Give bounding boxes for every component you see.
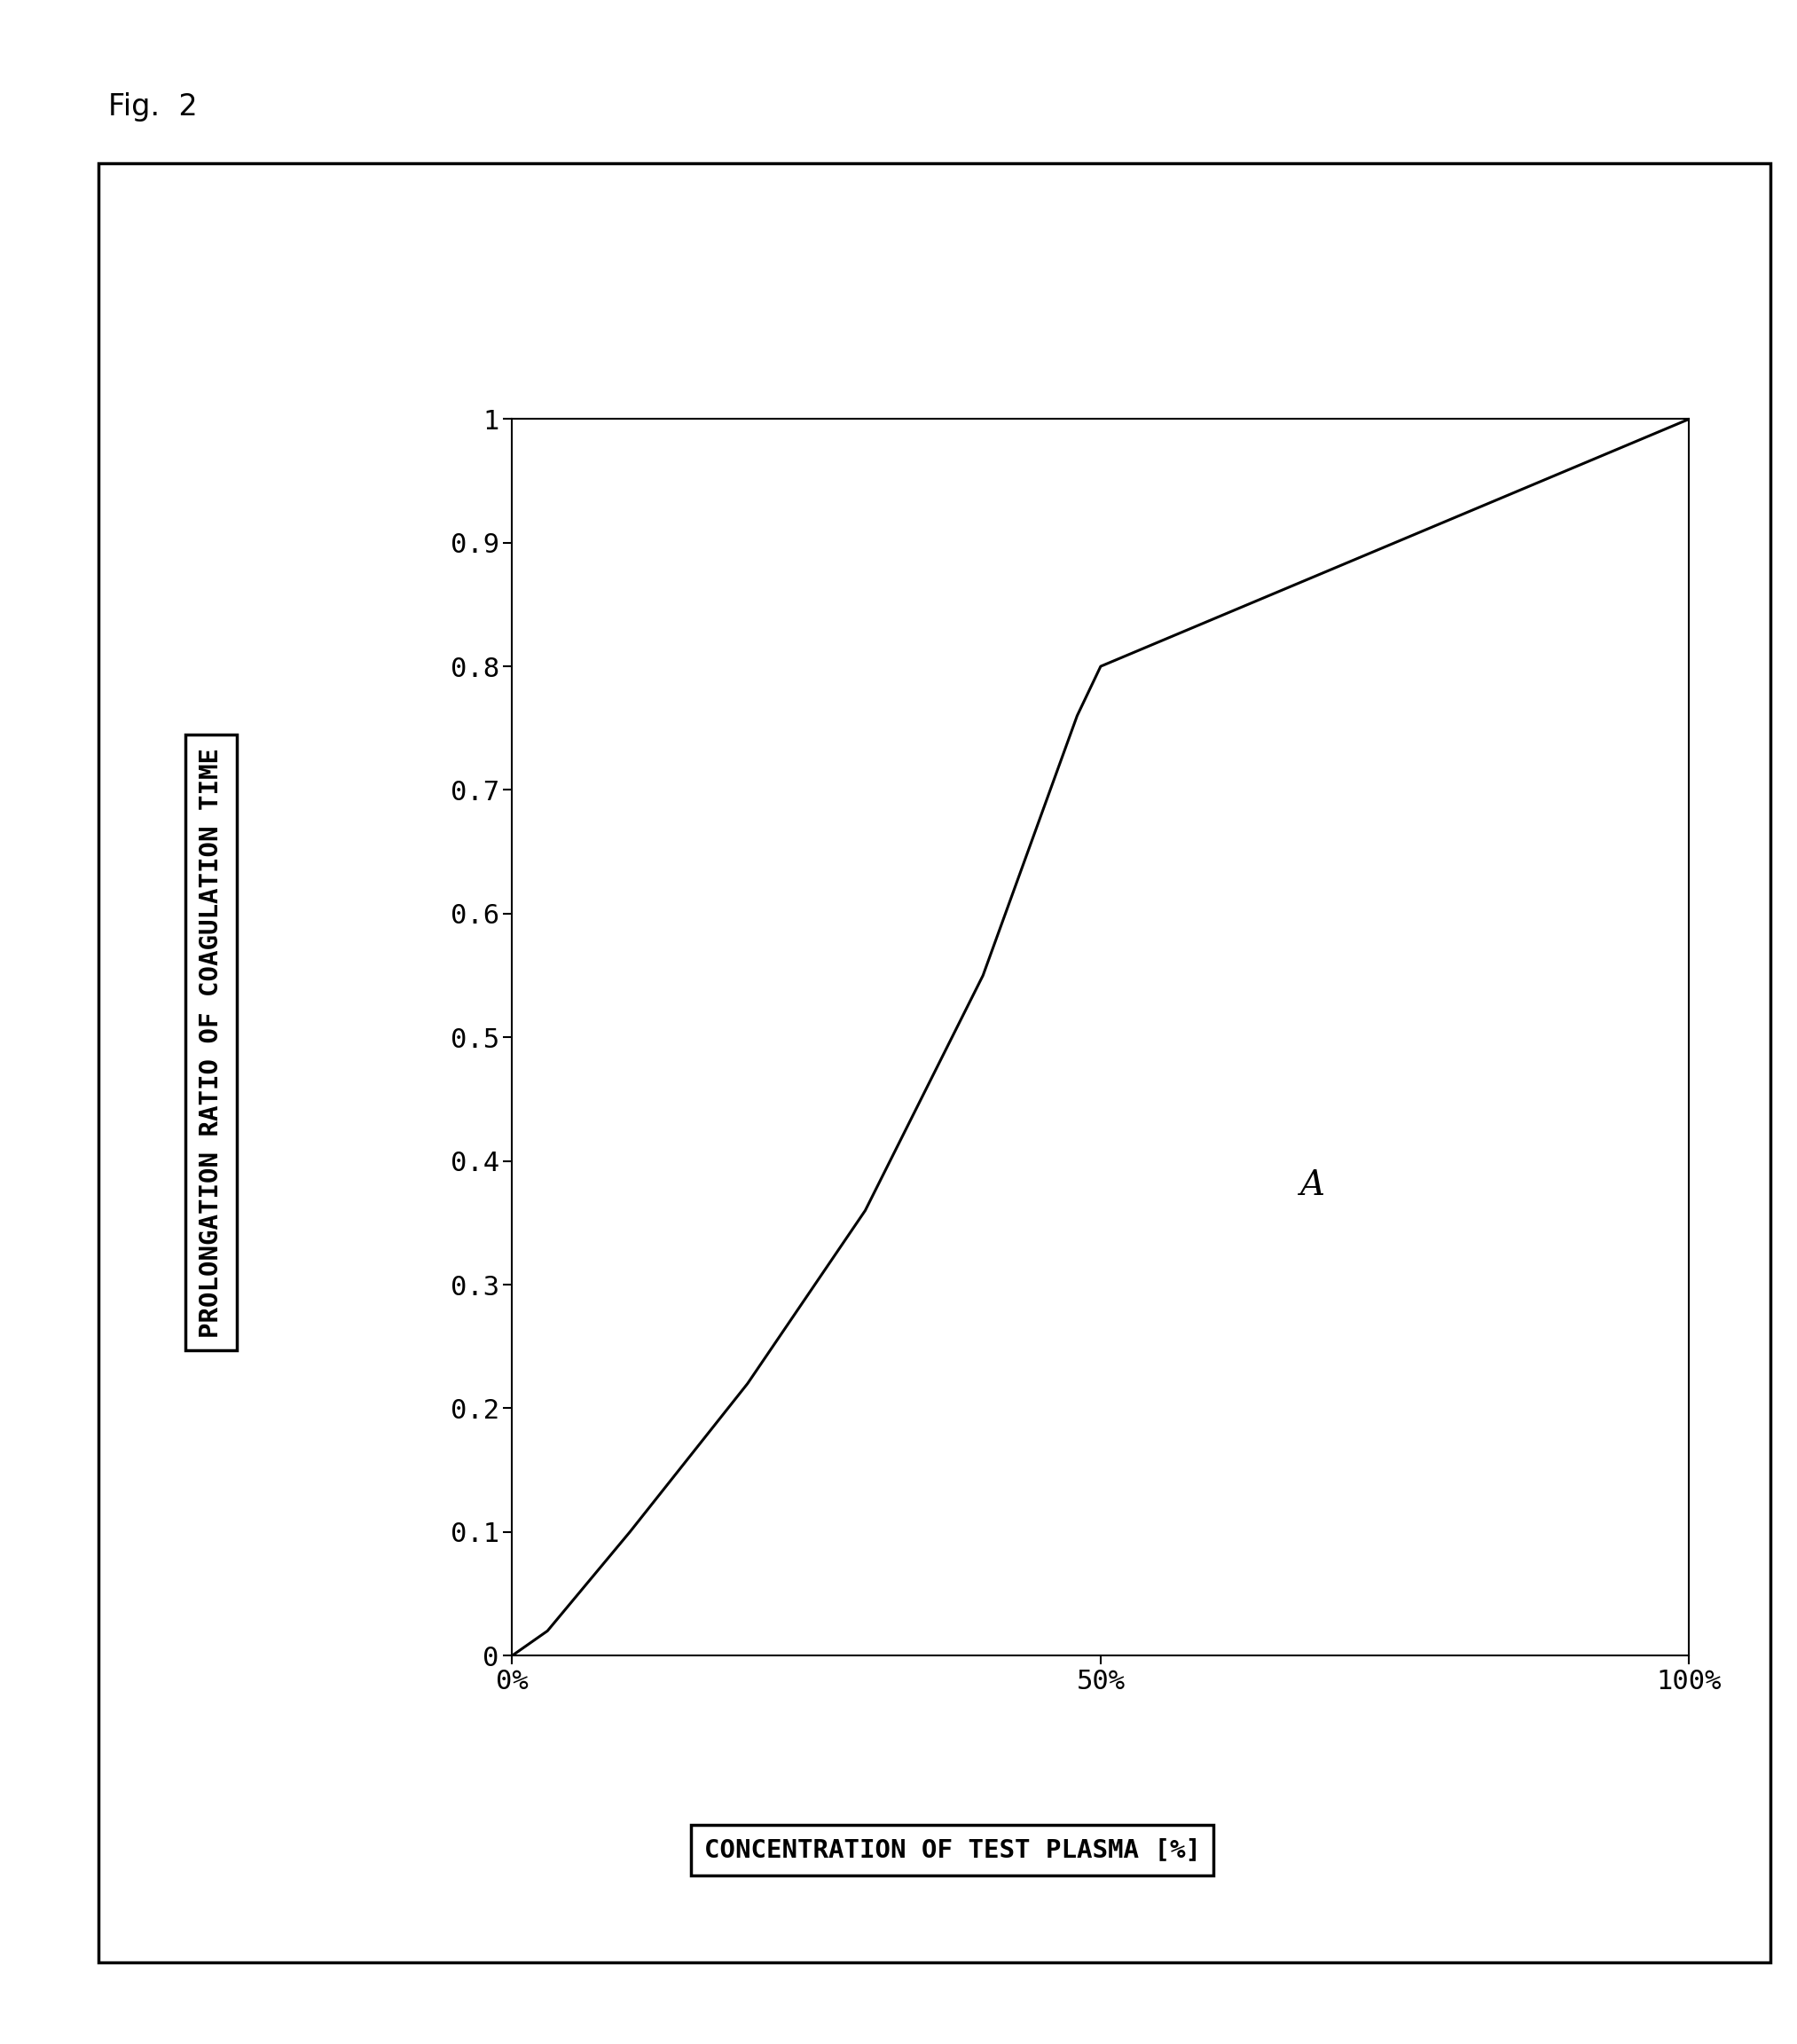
- Text: A: A: [1299, 1169, 1324, 1202]
- Text: CONCENTRATION OF TEST PLASMA [%]: CONCENTRATION OF TEST PLASMA [%]: [704, 1838, 1200, 1862]
- Text: Fig.  2: Fig. 2: [108, 92, 198, 121]
- Text: PROLONGATION RATIO OF COAGULATION TIME: PROLONGATION RATIO OF COAGULATION TIME: [199, 748, 223, 1337]
